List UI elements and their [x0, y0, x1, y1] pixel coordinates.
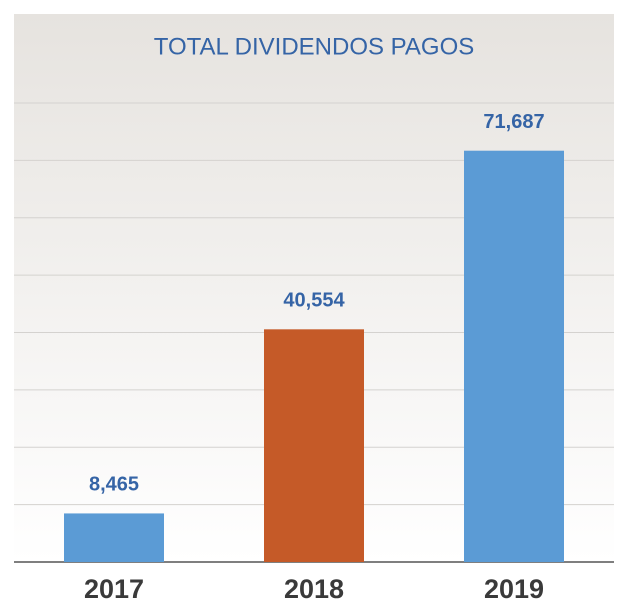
value-label: 8,465: [89, 474, 139, 496]
value-label: 40,554: [283, 290, 345, 312]
x-tick-label: 2017: [84, 574, 144, 604]
value-label: 71,687: [483, 111, 544, 133]
x-tick-label: 2018: [284, 574, 344, 604]
bar: [464, 150, 564, 562]
x-tick-label: 2019: [484, 574, 544, 604]
chart-title: TOTAL DIVIDENDOS PAGOS: [154, 33, 475, 60]
bar: [64, 513, 164, 562]
bar: [264, 329, 364, 562]
